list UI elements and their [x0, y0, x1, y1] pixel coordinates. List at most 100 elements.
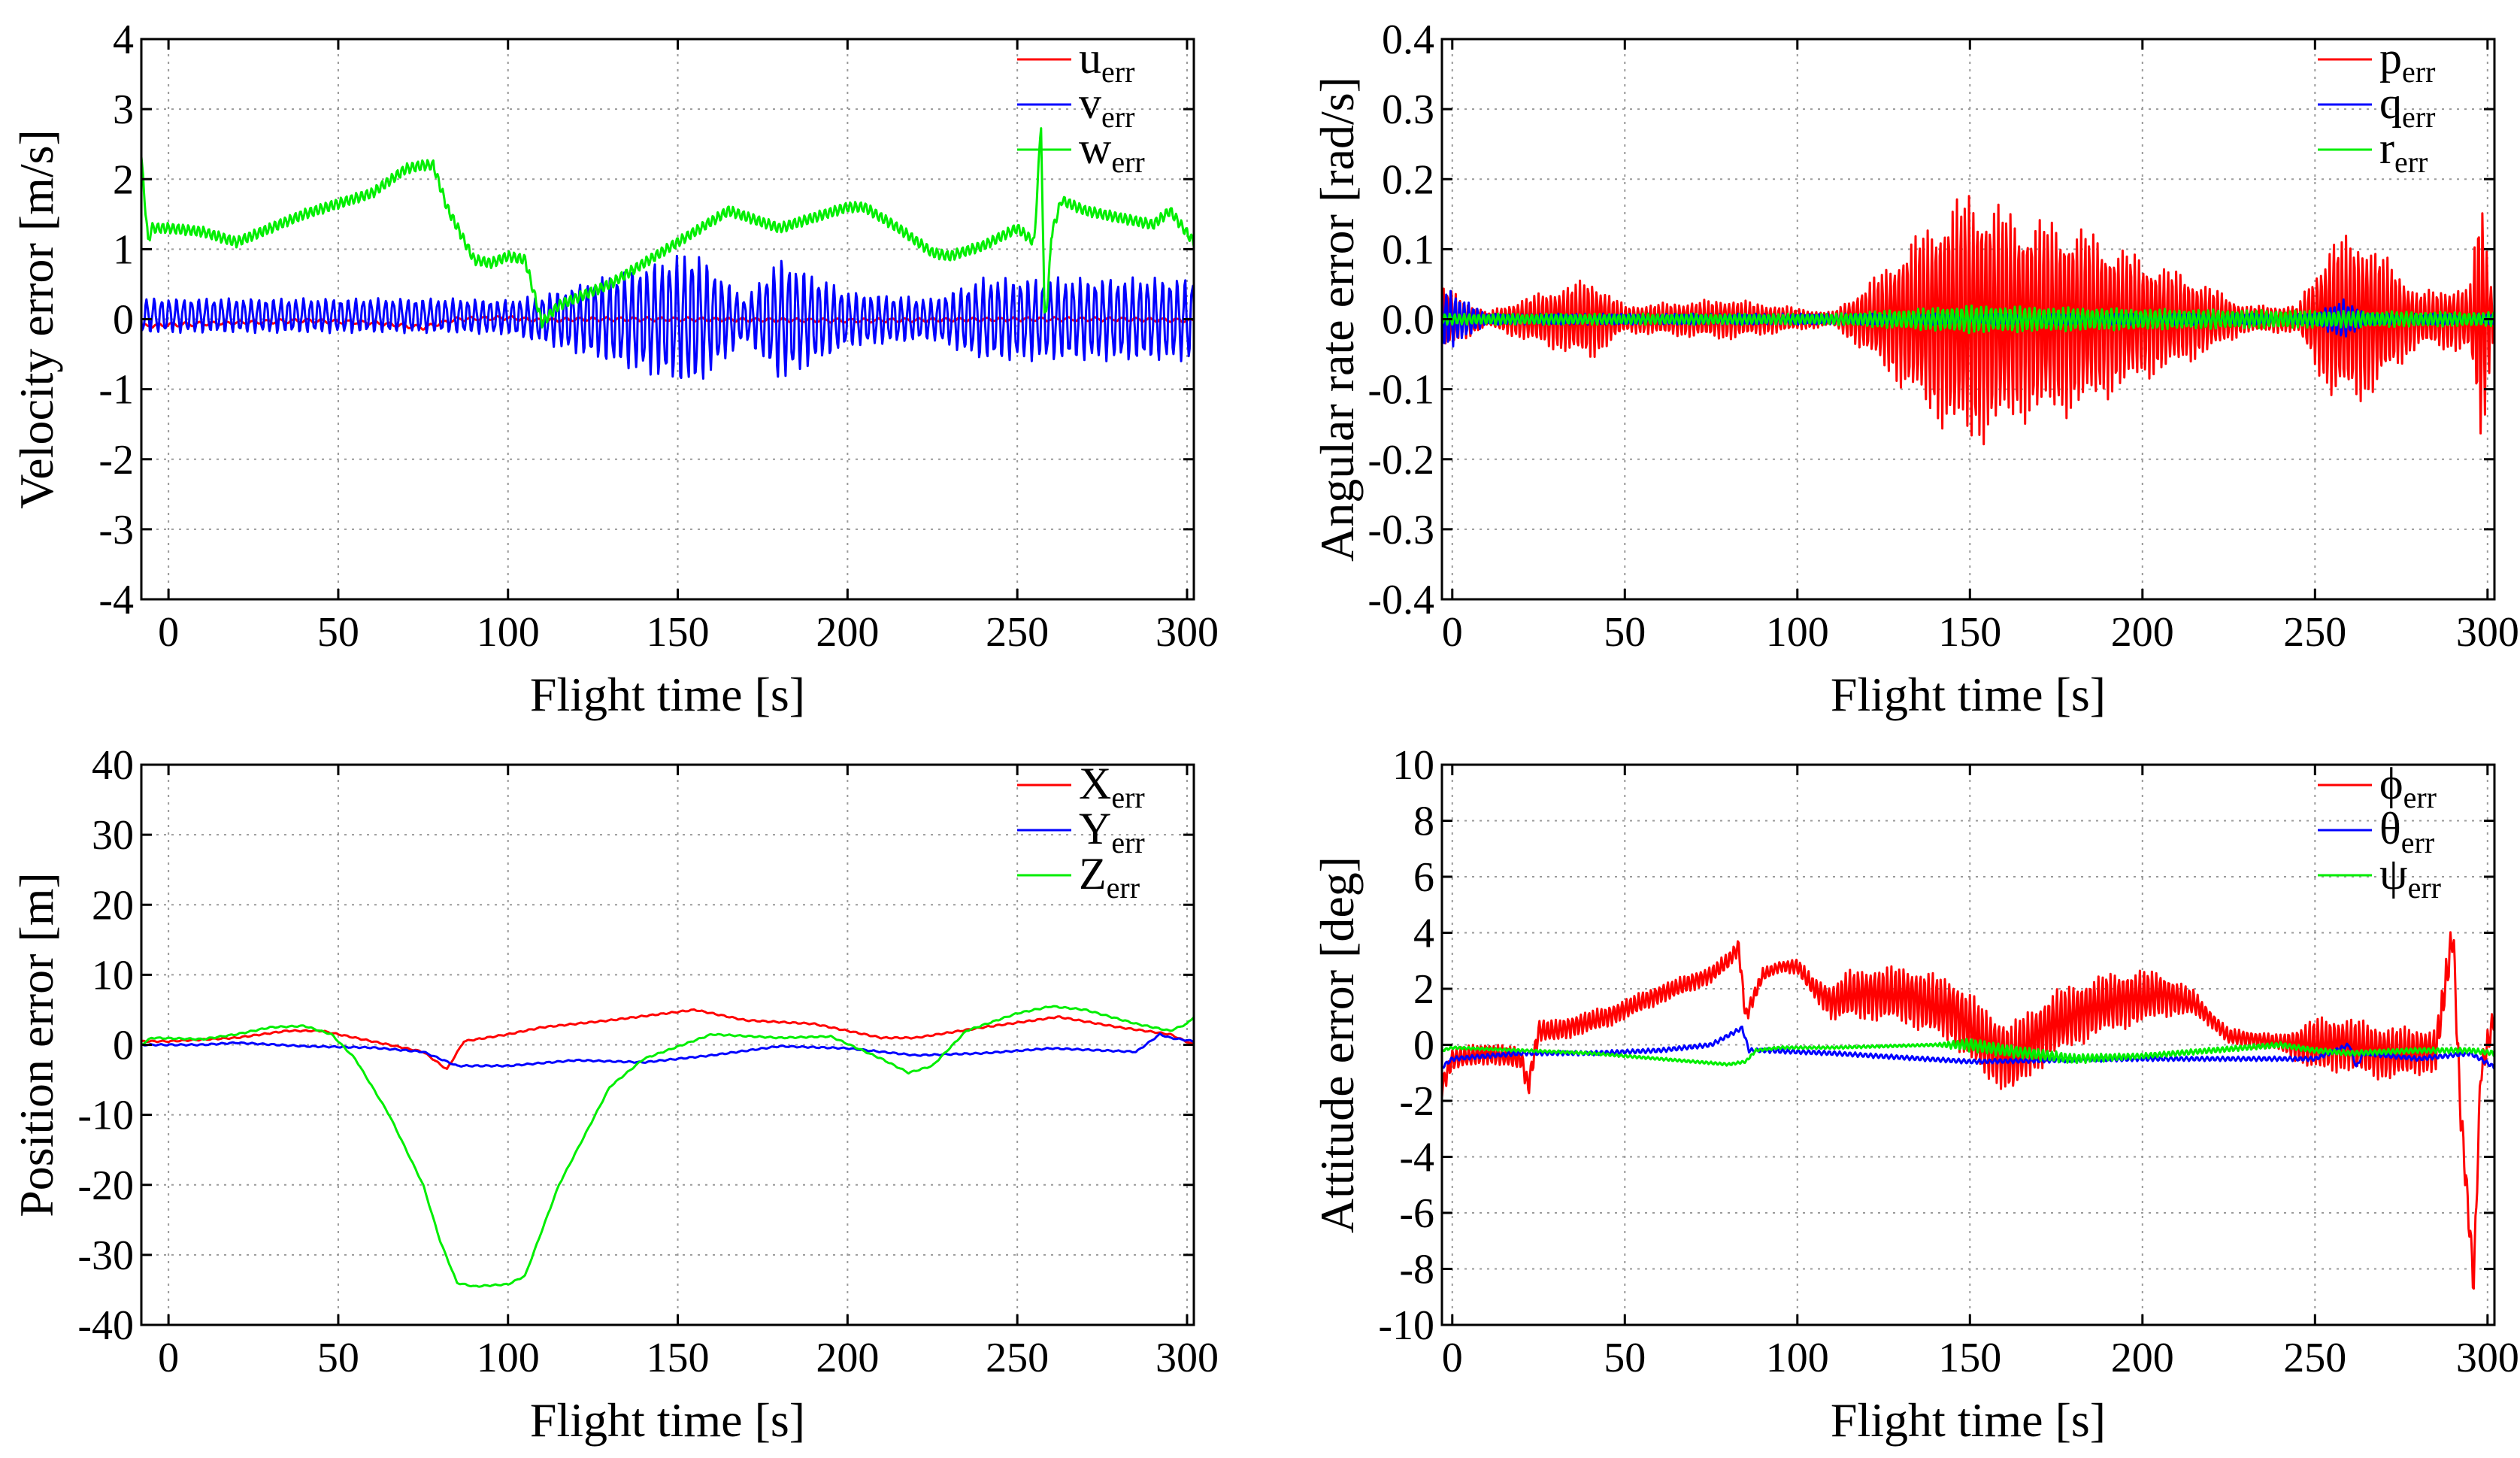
- y-tick-label: 40: [92, 742, 134, 789]
- legend-subscript: err: [1101, 100, 1134, 134]
- y-tick-label: -20: [77, 1162, 134, 1209]
- y-tick-label: 3: [113, 86, 134, 133]
- x-tick-label: 250: [2283, 609, 2346, 656]
- y-axis-label: Position error [m]: [10, 872, 63, 1217]
- y-axis-label: Velocity error [m/s]: [10, 129, 63, 509]
- x-tick-label: 50: [317, 609, 359, 656]
- position-error-chart: 0 50 100 150 200 250 300 -40 -30 -20 -10 0 10 20 30 40 F…: [10, 742, 1219, 1447]
- series-line-second: [1442, 1025, 2494, 1070]
- y-tick-label: -0.4: [1368, 577, 1434, 623]
- y-tick-label: -1: [98, 367, 134, 414]
- series-line-third: [141, 1005, 1194, 1288]
- legend-subscript: err: [1111, 781, 1144, 814]
- y-tick-label: 1: [113, 226, 134, 273]
- legend-subscript: err: [1111, 826, 1144, 859]
- series-group: [1442, 195, 2494, 446]
- legend-subscript: err: [1111, 145, 1144, 179]
- y-tick-label: -40: [77, 1302, 134, 1349]
- legend-entry: ϕerr: [2379, 759, 2437, 814]
- x-tick-label: 100: [1766, 1335, 1829, 1381]
- angular-rate-error-chart: 0 50 100 150 200 250 300 -0.4 -0.3 -0.2 -0.1 0.0 0.1…: [1310, 17, 2519, 721]
- x-tick-label: 0: [1442, 1335, 1463, 1381]
- y-tick-label: 30: [92, 812, 134, 859]
- velocity-error-chart: 0 50 100 150 200 250 300 -4 -3 -2 -1 0 1 2 3 4 Flight ti…: [10, 17, 1219, 721]
- series-line-third: [1442, 305, 2494, 335]
- y-tick-label: 0.0: [1382, 297, 1434, 344]
- y-tick-label: -10: [1378, 1302, 1434, 1349]
- x-tick-label: 300: [2456, 609, 2519, 656]
- y-tick-label: 2: [1413, 966, 1434, 1013]
- legend-entry: θerr: [2379, 804, 2434, 859]
- x-tick-label: 100: [477, 609, 540, 656]
- legend-symbol: X: [1079, 759, 1111, 808]
- y-tick-label: 6: [1413, 854, 1434, 901]
- legend-symbol: Z: [1079, 849, 1107, 899]
- series-group: [1442, 931, 2494, 1290]
- x-tick-label: 0: [158, 1335, 179, 1381]
- series-line-first: [1442, 931, 2494, 1290]
- legend-entry: Xerr: [1079, 759, 1145, 814]
- legend-entry: werr: [1079, 123, 1145, 179]
- x-tick-label: 50: [1604, 1335, 1646, 1381]
- x-tick-label: 250: [986, 1335, 1049, 1381]
- legend-symbol: r: [2379, 123, 2394, 173]
- y-tick-label: -10: [77, 1093, 134, 1139]
- y-tick-label: -8: [1399, 1247, 1434, 1293]
- y-tick-label: -0.2: [1368, 437, 1434, 483]
- x-tick-label: 200: [816, 609, 879, 656]
- legend-symbol: ϕ: [2379, 759, 2403, 808]
- legend-subscript: err: [2394, 145, 2428, 179]
- legend-subscript: err: [1107, 871, 1140, 905]
- y-tick-label: 4: [113, 17, 134, 63]
- y-tick-label: 8: [1413, 799, 1434, 845]
- legend-entry: perr: [2379, 33, 2435, 89]
- y-tick-label: 0: [113, 297, 134, 344]
- y-tick-label: -0.1: [1368, 367, 1434, 414]
- x-tick-label: 150: [1938, 609, 2001, 656]
- series-line-third: [1442, 1038, 2494, 1067]
- x-tick-label: 200: [2111, 609, 2174, 656]
- y-axis-label: Angular rate error [rad/s]: [1310, 77, 1364, 562]
- legend-subscript: err: [2403, 781, 2437, 814]
- y-tick-label: -3: [98, 507, 134, 553]
- y-tick-label: -6: [1399, 1190, 1434, 1237]
- x-tick-label: 150: [1938, 1335, 2001, 1381]
- x-tick-label: 300: [1156, 1335, 1219, 1381]
- legend-symbol: u: [1079, 33, 1101, 83]
- y-tick-label: -30: [77, 1232, 134, 1279]
- y-tick-label: 0: [113, 1023, 134, 1069]
- legend-subscript: err: [2401, 826, 2434, 859]
- legend-subscript: err: [2408, 871, 2441, 905]
- x-axis-label: Flight time [s]: [530, 668, 805, 721]
- x-tick-label: 300: [1156, 609, 1219, 656]
- y-tick-label: 0: [1413, 1023, 1434, 1069]
- y-axis-label: Attitude error [deg]: [1310, 856, 1364, 1233]
- y-tick-label: -0.3: [1368, 507, 1434, 553]
- legend-symbol: p: [2379, 33, 2402, 83]
- legend-entry: verr: [1079, 78, 1134, 134]
- attitude-error-chart: 0 50 100 150 200 250 300 -10 -8 -6 -4 -2 0 2 4 6 8 10 Flig…: [1310, 742, 2519, 1447]
- x-axis-label: Flight time [s]: [530, 1393, 805, 1447]
- x-tick-label: 250: [2283, 1335, 2346, 1381]
- legend-entry: rerr: [2379, 123, 2428, 179]
- x-axis-label: Flight time [s]: [1831, 668, 2106, 721]
- legend-symbol: v: [1079, 78, 1101, 128]
- x-tick-label: 50: [1604, 609, 1646, 656]
- x-tick-label: 300: [2456, 1335, 2519, 1381]
- x-tick-label: 200: [816, 1335, 879, 1381]
- series-group: [141, 1005, 1194, 1288]
- x-tick-label: 250: [986, 609, 1049, 656]
- legend-entry: Zerr: [1079, 849, 1140, 905]
- legend-symbol: q: [2379, 78, 2402, 128]
- y-tick-label: -2: [98, 437, 134, 483]
- x-tick-label: 150: [647, 1335, 710, 1381]
- y-tick-label: 0.1: [1382, 226, 1434, 273]
- legend-entry: Yerr: [1079, 804, 1145, 859]
- x-tick-label: 200: [2111, 1335, 2174, 1381]
- x-tick-label: 100: [1766, 609, 1829, 656]
- legend-subscript: err: [2402, 55, 2435, 89]
- y-tick-label: 10: [92, 952, 134, 999]
- x-tick-label: 0: [158, 609, 179, 656]
- series-line-second: [141, 1032, 1194, 1068]
